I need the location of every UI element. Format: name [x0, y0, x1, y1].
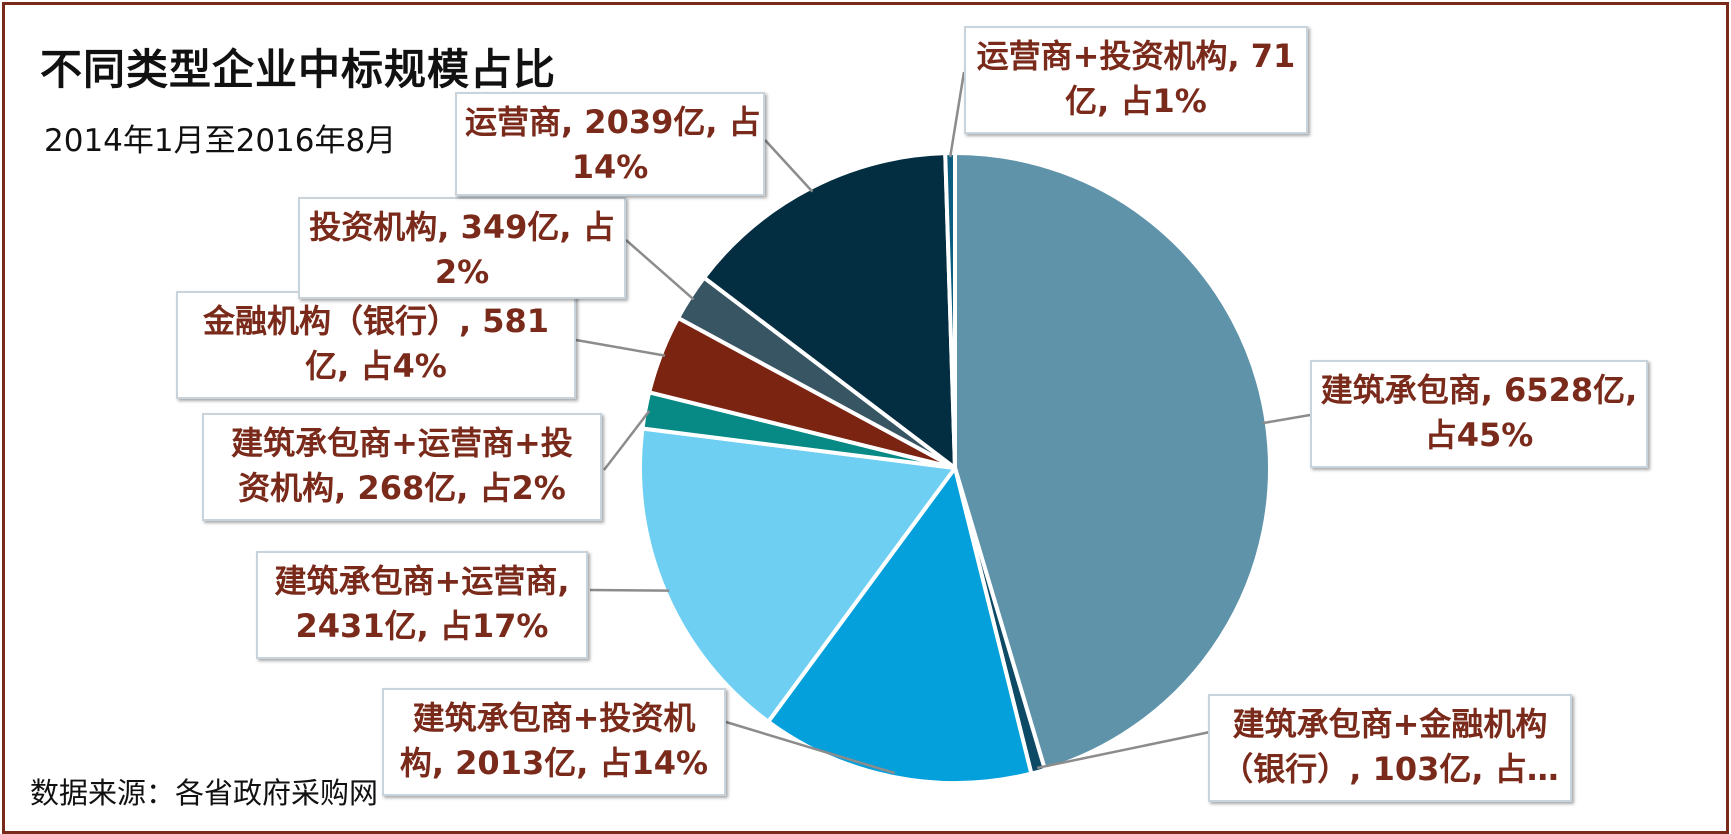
slice-label-line: 建筑承包商+运营商+投 — [231, 424, 573, 462]
slice-label-operator: 运营商, 2039亿, 占 14% — [455, 92, 765, 196]
leader-line-operator — [764, 139, 814, 193]
chart-subtitle: 2014年1月至2016年8月 — [44, 123, 397, 159]
slice-label-bank: 金融机构（银行）, 581 亿, 占4% — [176, 291, 576, 399]
slice-label-contractor-investor: 建筑承包商+投资机 构, 2013亿, 占14% — [382, 688, 726, 796]
slice-label-contractor-operator-investor: 建筑承包商+运营商+投 资机构, 268亿, 占2% — [202, 413, 602, 521]
leader-line-contractor-investor — [725, 720, 896, 775]
leader-line-contractor-operator — [589, 588, 670, 592]
slice-label-line: 占45% — [1424, 416, 1534, 454]
slice-label-line: （银行）, 103亿, 占… — [1221, 750, 1559, 788]
slice-label-line: 亿, 占1% — [1065, 82, 1207, 120]
pie-slice-contractor-operator — [638, 426, 957, 724]
slice-label-line: 构, 2013亿, 占14% — [399, 744, 709, 782]
leader-line-bank — [575, 338, 666, 357]
slice-label-line: 运营商, 2039亿, 占 — [465, 103, 761, 141]
slice-label-line: 金融机构（银行）, 581 — [202, 302, 550, 340]
leader-line-contractor-operator-investor — [603, 410, 651, 471]
leader-line-contractor-bank — [1036, 730, 1211, 770]
leader-line-operator-investor — [948, 71, 966, 158]
slice-label-line: 运营商+投资机构, 71 — [976, 37, 1296, 75]
data-source-note: 数据来源：各省政府采购网 — [30, 776, 379, 810]
slice-label-line: 2% — [434, 253, 490, 291]
pie-slice-contractor-investor — [766, 466, 1034, 785]
slice-label-contractor-operator: 建筑承包商+运营商, 2431亿, 占17% — [256, 551, 588, 659]
slice-label-contractor: 建筑承包商, 6528亿, 占45% — [1310, 360, 1648, 468]
slice-label-line: 亿, 占4% — [305, 347, 447, 385]
slice-label-line: 建筑承包商+运营商, — [274, 562, 570, 600]
chart-title: 不同类型企业中标规模占比 — [40, 45, 557, 94]
slice-label-contractor-bank: 建筑承包商+金融机构 （银行）, 103亿, 占… — [1208, 694, 1572, 802]
slice-label-line: 建筑承包商+金融机构 — [1232, 705, 1548, 743]
slice-label-line: 2431亿, 占17% — [295, 607, 549, 645]
slice-label-line: 建筑承包商+投资机 — [412, 699, 696, 737]
slice-label-operator-investor: 运营商+投资机构, 71 亿, 占1% — [964, 26, 1308, 134]
slice-label-line: 投资机构, 349亿, 占 — [309, 208, 615, 246]
slice-label-investor: 投资机构, 349亿, 占 2% — [298, 197, 626, 299]
leader-line-investor — [625, 239, 695, 301]
slice-label-line: 建筑承包商, 6528亿, — [1320, 371, 1638, 409]
slice-label-line: 资机构, 268亿, 占2% — [238, 469, 566, 507]
leader-line-contractor — [1262, 413, 1311, 425]
slice-label-line: 14% — [571, 148, 649, 186]
